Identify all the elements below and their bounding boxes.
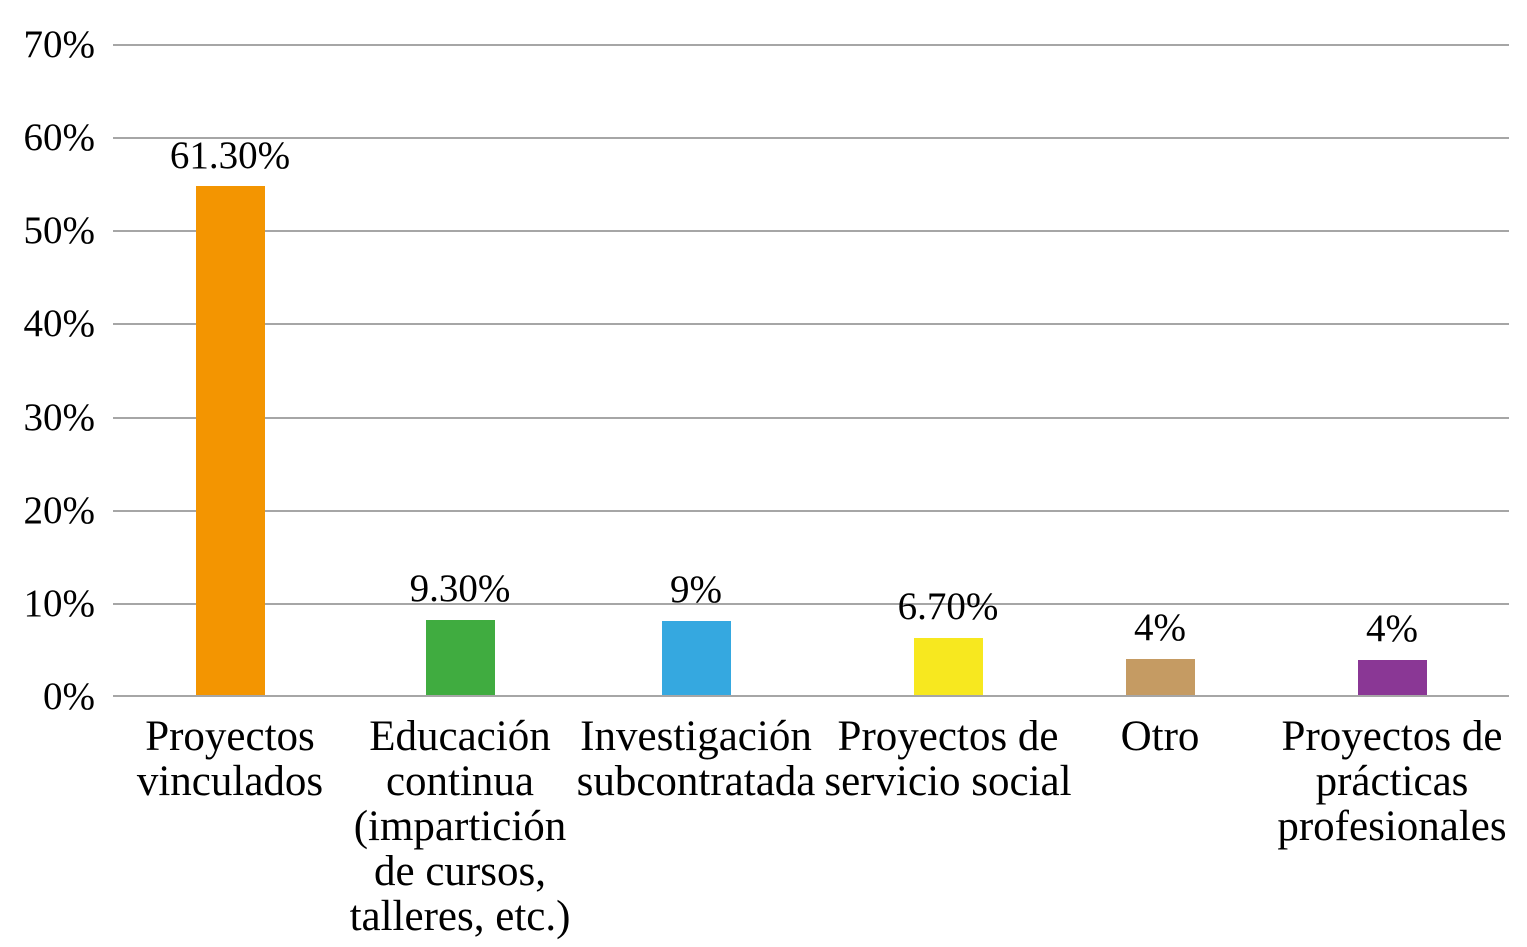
y-axis-tick-label-30pct: 30% — [23, 395, 96, 439]
bar-educacion-continua — [425, 619, 495, 695]
bar-proyectos-practicas-profesionales — [1357, 659, 1427, 695]
y-axis-tick-label-10pct: 10% — [23, 581, 96, 625]
category-label-proyectos-practicas-profesionales: Proyectos de prácticas profesionales — [1277, 713, 1507, 850]
bar-investigacion-subcontratada — [661, 620, 731, 695]
x-axis-line — [113, 695, 1509, 697]
bar-otro — [1125, 658, 1195, 695]
bar-proyectos-vinculados — [195, 186, 265, 695]
value-label-investigacion-subcontratada: 9% — [670, 567, 722, 611]
value-label-proyectos-servicio-social: 6.70% — [897, 585, 999, 629]
gridline-30pct — [113, 416, 1509, 419]
y-axis-tick-label-20pct: 20% — [23, 488, 96, 532]
y-axis-tick-label-50pct: 50% — [23, 209, 96, 253]
gridline-60pct — [113, 137, 1509, 140]
y-axis-tick-label-0pct: 0% — [43, 675, 95, 718]
category-label-proyectos-servicio-social: Proyectos de servicio social — [824, 713, 1072, 805]
category-label-educacion-continua: Educación continua (impartición de curso… — [349, 713, 571, 940]
gridline-20pct — [113, 509, 1509, 512]
category-label-investigacion-subcontratada: Investigación subcontratada — [576, 713, 816, 805]
value-label-educacion-continua: 9.30% — [409, 566, 511, 610]
y-axis-tick-label-70pct: 70% — [23, 23, 96, 66]
value-label-proyectos-vinculados: 61.30% — [169, 133, 291, 177]
category-label-otro: Otro — [1120, 713, 1200, 760]
gridline-50pct — [113, 230, 1509, 233]
gridline-10pct — [113, 602, 1509, 605]
bar-proyectos-servicio-social — [913, 638, 983, 695]
y-axis-tick-label-60pct: 60% — [23, 116, 96, 160]
value-label-otro: 4% — [1134, 605, 1186, 649]
category-label-proyectos-vinculados: Proyectos vinculados — [136, 713, 324, 805]
y-axis-tick-label-40pct: 40% — [23, 302, 96, 346]
gridline-40pct — [113, 323, 1509, 326]
value-label-proyectos-practicas-profesionales: 4% — [1366, 606, 1418, 650]
gridline-70pct — [113, 44, 1509, 46]
plot-area: 61.30% 9.30% 9% 6.70% 4% 4% — [113, 44, 1509, 697]
